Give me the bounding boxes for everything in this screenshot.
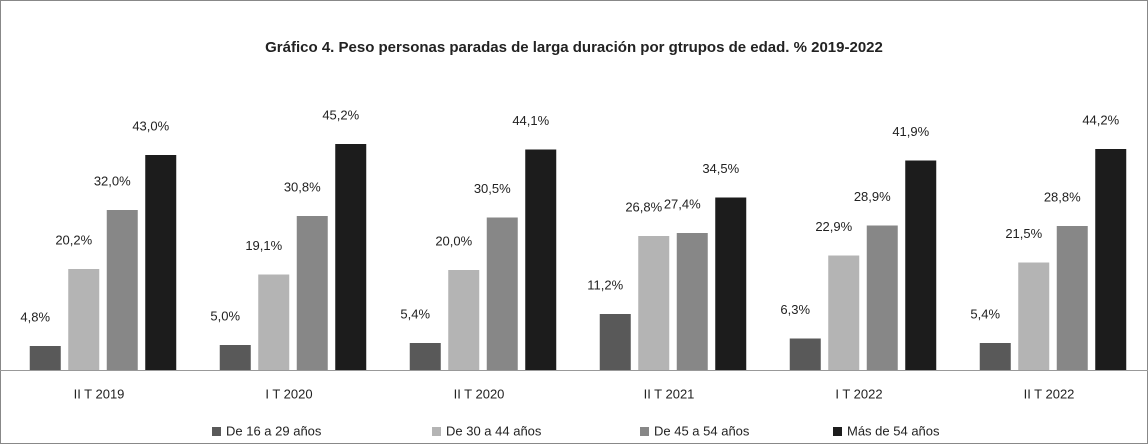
x-tick-label: II T 2019 [74, 386, 125, 401]
data-label: 43,0% [132, 118, 169, 133]
bar [1018, 262, 1050, 370]
data-label: 27,4% [664, 196, 701, 211]
bar [29, 346, 61, 370]
data-label: 34,5% [702, 161, 739, 176]
bar [448, 270, 480, 370]
x-tick-label: II T 2021 [644, 386, 695, 401]
bar [789, 338, 821, 370]
bar [828, 255, 860, 370]
data-label: 28,9% [854, 189, 891, 204]
data-label: 30,5% [474, 181, 511, 196]
data-label: 22,9% [815, 219, 852, 234]
data-label: 28,8% [1044, 189, 1081, 204]
chart-title: Gráfico 4. Peso personas paradas de larg… [265, 39, 883, 56]
bar [676, 233, 708, 370]
x-tick-label: II T 2020 [454, 386, 505, 401]
x-tick-label: I T 2022 [835, 386, 882, 401]
data-label: 30,8% [284, 179, 321, 194]
data-label: 6,3% [780, 302, 810, 317]
data-label: 5,4% [400, 306, 430, 321]
bar [145, 155, 177, 370]
bar [979, 343, 1011, 370]
data-label: 44,2% [1082, 112, 1119, 127]
data-label: 26,8% [625, 199, 662, 214]
legend-label: De 30 a 44 años [446, 423, 542, 438]
data-label: 4,8% [20, 309, 50, 324]
data-label: 5,4% [970, 306, 1000, 321]
data-label: 41,9% [892, 124, 929, 139]
legend-swatch [432, 427, 441, 436]
legend-swatch [640, 427, 649, 436]
bar [599, 314, 631, 370]
x-tick-label: II T 2022 [1024, 386, 1075, 401]
data-label: 11,2% [587, 277, 623, 292]
bar [1095, 149, 1127, 370]
bar [905, 160, 937, 370]
bar [525, 149, 557, 370]
legend-label: De 16 a 29 años [226, 423, 322, 438]
legend-label: De 45 a 54 años [654, 423, 750, 438]
data-label: 32,0% [94, 173, 131, 188]
bar [258, 274, 290, 370]
data-label: 20,0% [435, 233, 472, 248]
bar [866, 225, 898, 370]
bar [486, 217, 518, 370]
data-label: 20,2% [55, 232, 92, 247]
bar [106, 210, 138, 370]
bar [715, 197, 747, 370]
data-label: 5,0% [210, 308, 240, 323]
bar [296, 216, 328, 370]
bar [219, 345, 251, 370]
data-label: 45,2% [322, 107, 359, 122]
data-label: 19,1% [245, 238, 282, 253]
legend-label: Más de 54 años [847, 423, 940, 438]
legend-swatch [833, 427, 842, 436]
data-label: 21,5% [1005, 226, 1042, 241]
bar [409, 343, 441, 370]
bar [68, 269, 100, 370]
legend-swatch [212, 427, 221, 436]
bar [1056, 226, 1088, 370]
x-tick-label: I T 2020 [265, 386, 312, 401]
bar [335, 144, 367, 370]
data-label: 44,1% [512, 113, 549, 128]
bar [638, 236, 670, 370]
